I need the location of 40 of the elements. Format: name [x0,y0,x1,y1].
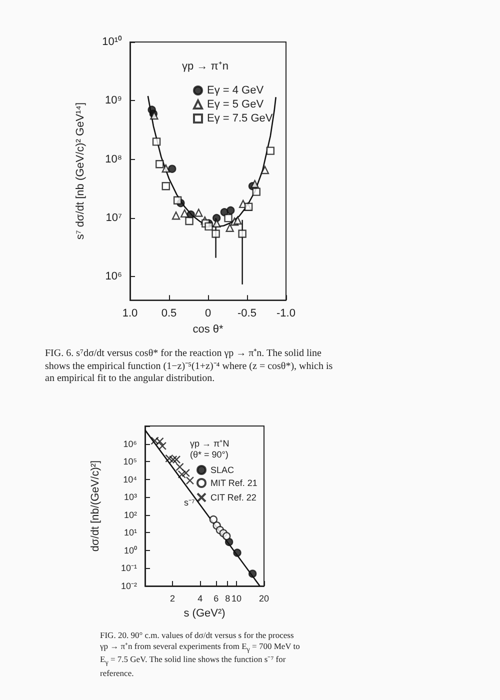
y-tick-label: 10⁹ [105,94,122,107]
x-tick-label: 0.5 [161,308,177,320]
y-axis-title: dσ/dt [nb/(GeV/c)²] [90,460,102,552]
y-axis-title: s⁷ dσ/dt [nb (GeV/c)² GeV¹⁴] [74,102,86,240]
x-axis-title: cos θ* [192,324,224,336]
y-tick-label: 10⁸ [105,153,122,166]
y-tick-label: 10⁰ [124,545,137,556]
legend-title: γp → π⁺N (θ* = 90°) [190,438,230,460]
legend-label: SLAC [210,465,235,475]
y-tick-label: 10⁴ [123,474,138,484]
text: FIG. 20. 90° c.m. values of dσ/dt versus s for the process γp → π⁺n from several experiments from E$_{γ}$ = 700 MeV to E$_{γ}$ = 7.5 GeV. The solid line shows the function s⁻⁷ for reference. [100,630,300,678]
x-tick-label: -0.5 [238,308,256,320]
y-tick-label: 10¹ [124,528,137,538]
x-tick-label: 2 [170,594,176,604]
x-axis-title: s (GeV²) [184,608,226,620]
legend-label: CIT Ref. 22 [210,492,256,502]
y-tick-label: 10³ [124,492,137,502]
y-tick-label: 10⁵ [123,456,138,467]
x-tick-label: 6 [214,594,219,604]
annotation: s⁻⁷ [184,498,195,508]
x-tick-label: 4 [198,594,203,604]
x-tick-label: 1.0 [122,308,138,320]
x-tick-label: 20 [258,594,270,604]
legend-title: γp → π⁺n [182,60,228,72]
y-tick-label: 10⁷ [106,212,122,224]
y-tick-label: 10⁻² [120,581,137,591]
y-tick-label: 10⁶ [105,270,122,283]
legend-label: Eγ = 7.5 GeV [207,112,274,124]
caption: FIG. 6. s⁷dσ/dt versus cosθ* for the reaction γp → π⁺n. The solid line shows the empirical function (1−z)⁻⁵(1+z)⁻⁴ where (z = cosθ*), which is an empirical fit to the angular distribution. [45,348,334,386]
legend-label: MIT Ref. 21 [210,478,258,488]
y-tick-label: 10¹⁰ [102,35,122,48]
x-tick-label: 0 [204,308,212,320]
y-tick-label: 10⁶ [123,438,138,449]
x-tick-label: 8 [225,594,230,604]
x-tick-label: -1.0 [276,308,296,320]
y-tick-label: 10² [124,510,137,520]
y-tick-label: 10⁻¹ [120,563,137,574]
x-tick-label: 10 [231,594,242,604]
legend-label: Eγ = 5 GeV [207,98,264,110]
legend-label: Eγ = 4 GeV [207,84,264,96]
